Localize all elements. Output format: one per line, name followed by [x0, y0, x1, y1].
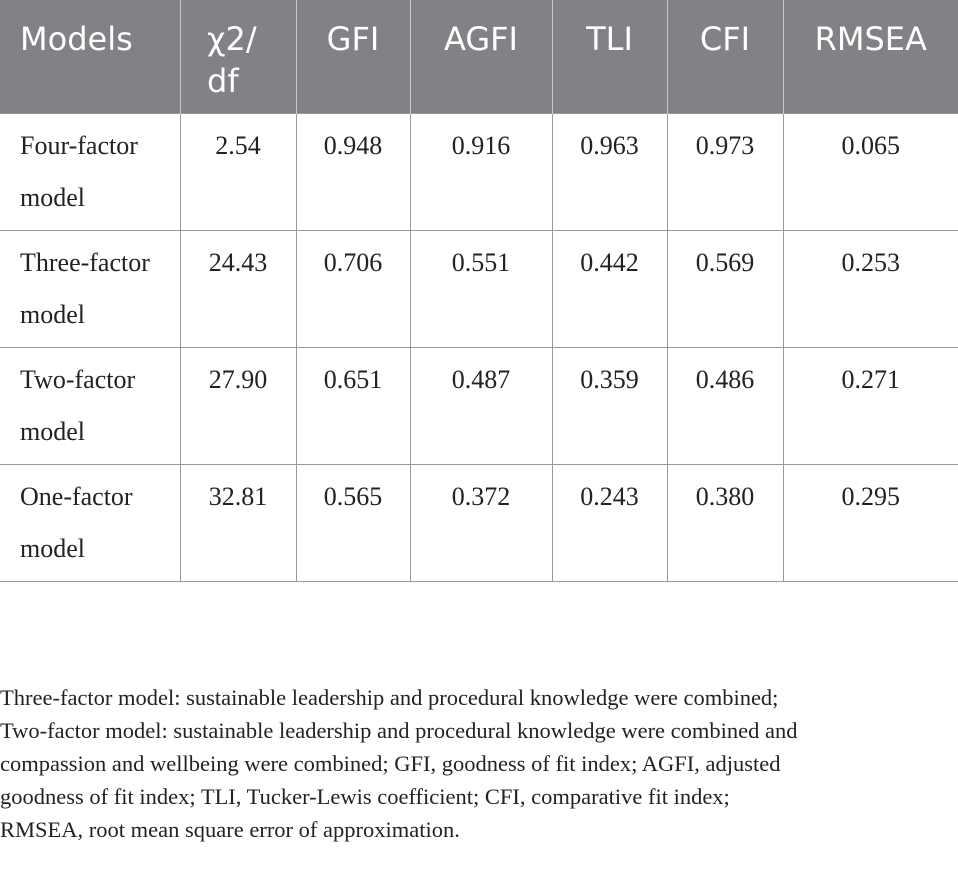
footnote-line: Two-factor model: sustainable leadership… [0, 718, 798, 743]
value-cell: 0.916 [409, 113, 553, 231]
cell-text: Two-factor model [20, 365, 136, 446]
value-cell: 0.442 [551, 230, 668, 348]
cell-text: 0.487 [451, 365, 511, 394]
fit-table: Models χ2/df GFI AGFI TLI CFI RMSEA Four-facto… [0, 0, 958, 582]
cell-text: 0.551 [451, 248, 511, 277]
cell-text: 0.271 [841, 365, 901, 394]
header-cell: Models [0, 0, 180, 114]
value-cell: 0.706 [295, 230, 411, 348]
cell-text: 0.963 [580, 131, 639, 160]
model-cell: Four-factor model [0, 113, 181, 231]
footnote-line: RMSEA, root mean square error of approxi… [0, 817, 460, 842]
cell-text: 0.973 [695, 131, 755, 160]
cell-text: 0.243 [580, 482, 639, 511]
header-text: χ2/df [207, 20, 257, 100]
cell-text: Four-factor model [20, 131, 138, 212]
value-cell: 0.973 [666, 113, 784, 231]
cell-text: 32.81 [208, 482, 268, 511]
model-cell: Two-factor model [0, 347, 181, 465]
cell-text: 0.565 [323, 482, 383, 511]
cell-text: 0.380 [695, 482, 755, 511]
header-text: AGFI [444, 20, 518, 58]
table-row: Three-factor model 24.43 0.706 0.551 0.442 0.… [0, 230, 958, 348]
model-cell: Three-factor model [0, 230, 181, 348]
value-cell: 0.359 [551, 347, 668, 465]
model-cell: One-factor model [0, 464, 181, 582]
header-cell: RMSEA [782, 0, 958, 114]
value-cell: 0.565 [295, 464, 411, 582]
header-text: Models [20, 20, 133, 58]
footnote-line: goodness of fit index; TLI, Tucker-Lewis… [0, 784, 730, 809]
table-body: Four-factor model 2.54 0.948 0.916 0.963 0.97… [0, 113, 958, 582]
footnote-line: compassion and wellbeing were combined; … [0, 751, 781, 776]
table-row: Two-factor model 27.90 0.651 0.487 0.359 0.48… [0, 347, 958, 465]
value-cell: 27.90 [179, 347, 297, 465]
cell-text: Three-factor model [20, 248, 150, 329]
value-cell: 0.253 [782, 230, 958, 348]
cell-text: 0.442 [580, 248, 639, 277]
value-cell: 0.963 [551, 113, 668, 231]
header-text: GFI [326, 20, 380, 58]
header-text: RMSEA [814, 20, 927, 58]
cell-text: 0.295 [841, 482, 901, 511]
header-cell: χ2/df [179, 0, 296, 114]
cell-text: 0.372 [451, 482, 511, 511]
value-cell: 0.065 [782, 113, 958, 231]
cell-text: 0.706 [323, 248, 383, 277]
value-cell: 0.372 [409, 464, 553, 582]
value-cell: 0.243 [551, 464, 668, 582]
header-row: Models χ2/df GFI AGFI TLI CFI RMSEA [0, 0, 958, 114]
value-cell: 0.271 [782, 347, 958, 465]
header-cell: TLI [551, 0, 667, 114]
cell-text: 0.486 [695, 365, 755, 394]
value-cell: 0.295 [782, 464, 958, 582]
value-cell: 2.54 [179, 113, 297, 231]
table-row: Four-factor model 2.54 0.948 0.916 0.963 0.97… [0, 113, 958, 231]
cell-text: 0.651 [323, 365, 383, 394]
header-cell: GFI [295, 0, 410, 114]
footnote: Three-factor model: sustainable leadersh… [0, 681, 958, 846]
value-cell: 0.486 [666, 347, 784, 465]
table-row: One-factor model 32.81 0.565 0.372 0.243 0.38… [0, 464, 958, 582]
value-cell: 0.651 [295, 347, 411, 465]
cell-text: 0.359 [580, 365, 639, 394]
cell-text: 2.54 [215, 131, 261, 160]
header-text: TLI [586, 20, 633, 58]
header-cell: AGFI [409, 0, 552, 114]
value-cell: 0.380 [666, 464, 784, 582]
cell-text: 0.065 [841, 131, 901, 160]
cell-text: 24.43 [208, 248, 268, 277]
header-cell: CFI [666, 0, 783, 114]
value-cell: 0.551 [409, 230, 553, 348]
value-cell: 0.948 [295, 113, 411, 231]
cell-text: 0.569 [695, 248, 755, 277]
cell-text: 0.253 [841, 248, 901, 277]
value-cell: 0.487 [409, 347, 553, 465]
cell-text: 27.90 [208, 365, 268, 394]
value-cell: 24.43 [179, 230, 297, 348]
cell-text: 0.916 [451, 131, 511, 160]
value-cell: 0.569 [666, 230, 784, 348]
cell-text: 0.948 [323, 131, 383, 160]
cell-text: One-factor model [20, 482, 133, 563]
footnote-line: Three-factor model: sustainable leadersh… [0, 685, 779, 710]
value-cell: 32.81 [179, 464, 297, 582]
header-text: CFI [699, 20, 751, 58]
